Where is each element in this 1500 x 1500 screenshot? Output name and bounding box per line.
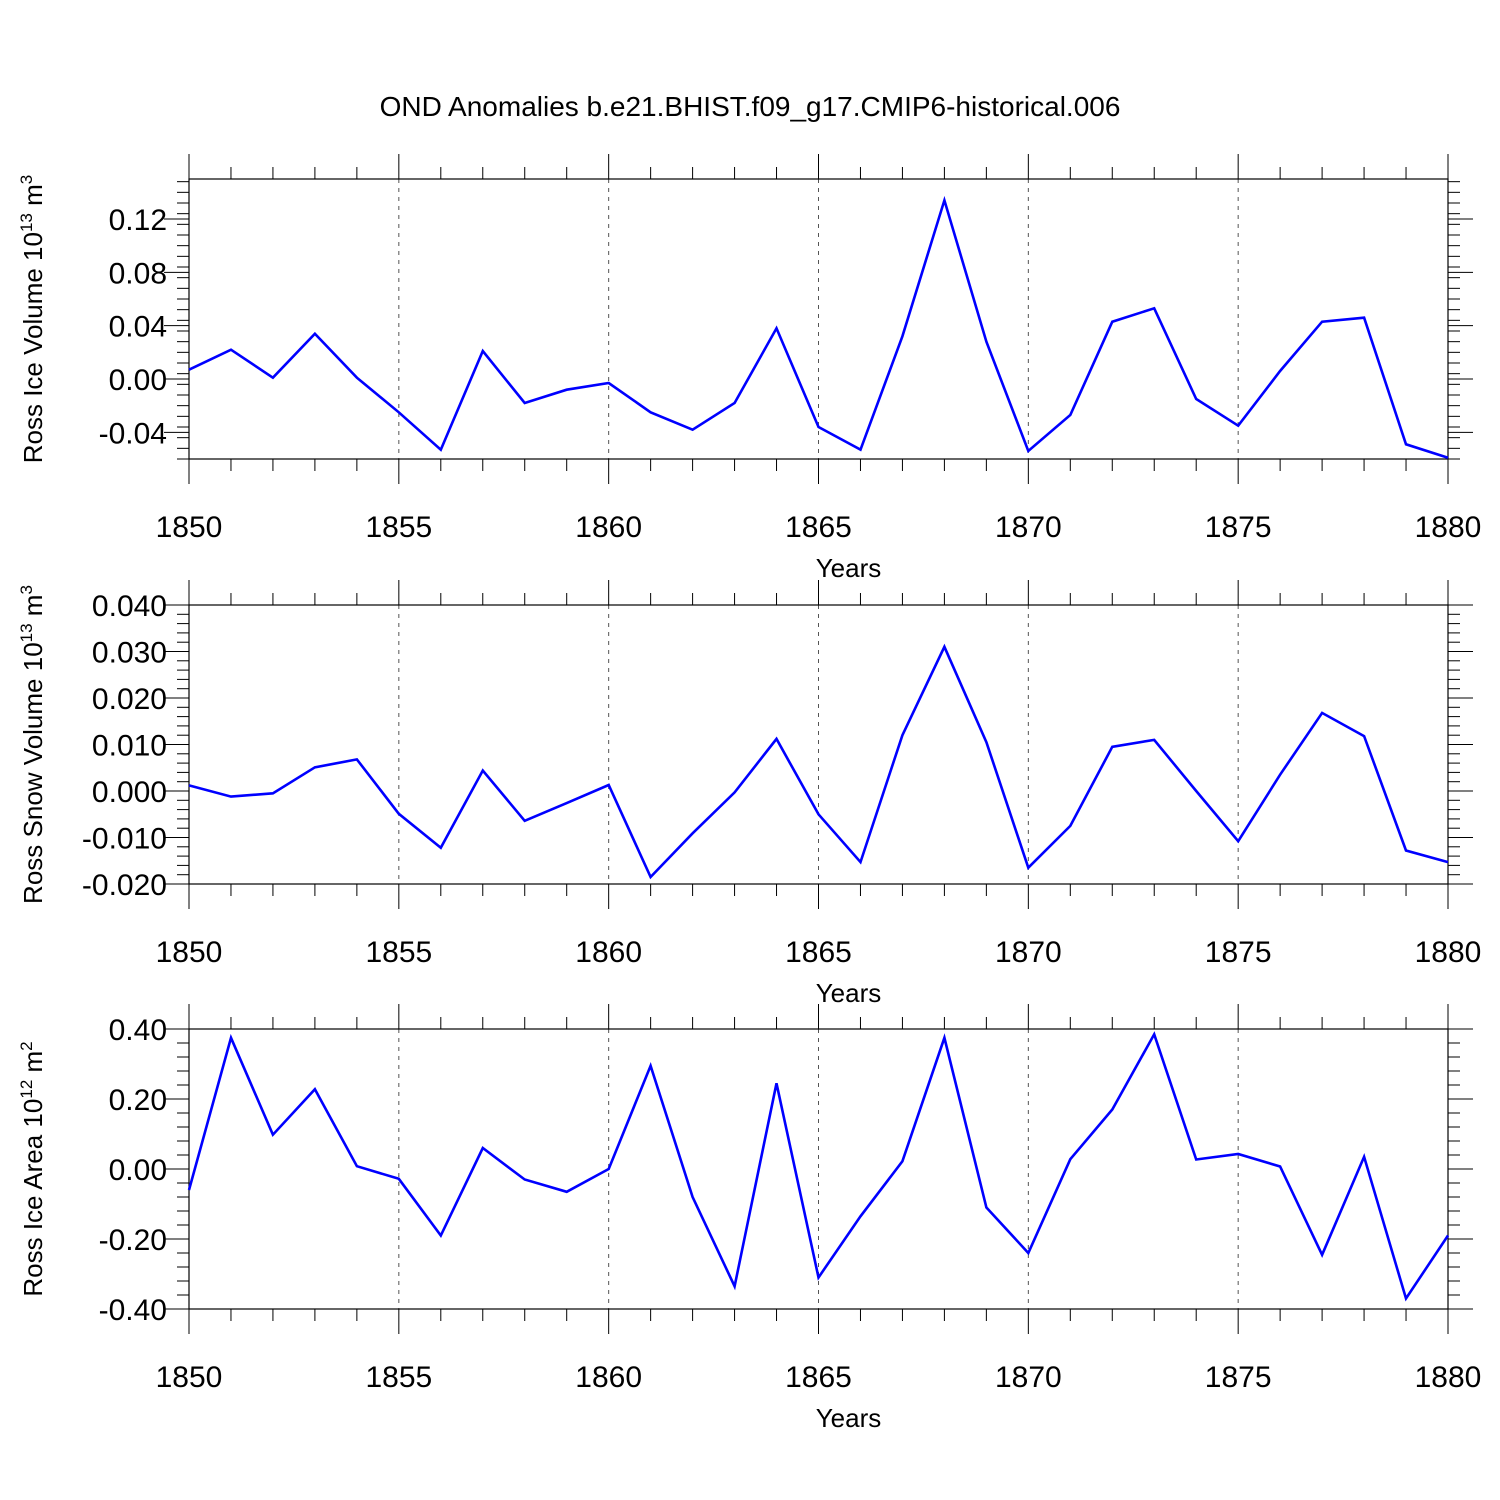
y-tick-label: 0.00 bbox=[109, 364, 167, 397]
x-tick-label: 1870 bbox=[995, 1361, 1062, 1394]
x-tick-label: 1850 bbox=[156, 1361, 223, 1394]
x-tick-label: 1880 bbox=[1415, 511, 1482, 544]
series-line bbox=[188, 195, 1449, 459]
y-tick-label: 0.04 bbox=[109, 311, 167, 344]
y-tick-label: 0.20 bbox=[109, 1084, 167, 1117]
ross-ice-volume-panel: -0.04 0.00 0.04 0.08 0.12 1850 1855 1860 1865 187… bbox=[17, 154, 1481, 583]
y-axis-label: Ross Snow Volume 1013 m3 bbox=[17, 585, 48, 904]
x-tick-label: 1880 bbox=[1415, 936, 1482, 969]
x-axis-label: Years bbox=[816, 1403, 882, 1433]
series-line bbox=[187, 1031, 1450, 1302]
x-tick-label: 1880 bbox=[1415, 1361, 1482, 1394]
chart-title: OND Anomalies b.e21.BHIST.f09_g17.CMIP6-… bbox=[380, 91, 1121, 122]
y-tick-label: -0.020 bbox=[82, 869, 167, 902]
y-tick-label: 0.40 bbox=[109, 1014, 167, 1047]
y-tick-label: -0.010 bbox=[82, 823, 167, 856]
y-tick-label: 0.000 bbox=[92, 776, 167, 809]
y-tick-label: 0.030 bbox=[92, 637, 167, 670]
x-axis-label: Years bbox=[816, 978, 882, 1008]
y-tick-label: 0.12 bbox=[109, 204, 167, 237]
x-tick-label: 1875 bbox=[1205, 1361, 1272, 1394]
x-tick-label: 1860 bbox=[575, 511, 642, 544]
y-tick-label: -0.04 bbox=[99, 417, 167, 450]
x-tick-label: 1870 bbox=[995, 511, 1062, 544]
x-tick-label: 1850 bbox=[156, 936, 223, 969]
y-tick-label: 0.08 bbox=[109, 257, 167, 290]
y-tick-label: 0.00 bbox=[109, 1154, 167, 1187]
y-tick-label: -0.20 bbox=[99, 1224, 167, 1257]
x-tick-label: 1855 bbox=[365, 511, 432, 544]
x-tick-label: 1870 bbox=[995, 936, 1062, 969]
x-tick-label: 1850 bbox=[156, 511, 223, 544]
x-tick-label: 1865 bbox=[785, 1361, 852, 1394]
x-tick-label: 1855 bbox=[365, 1361, 432, 1394]
y-axis-label: Ross Ice Volume 1013 m3 bbox=[17, 175, 48, 464]
y-tick-label: 0.020 bbox=[92, 683, 167, 716]
x-tick-label: 1860 bbox=[575, 936, 642, 969]
series-line bbox=[188, 643, 1449, 880]
x-tick-label: 1855 bbox=[365, 936, 432, 969]
ross-snow-volume-panel: -0.020 -0.010 0.000 0.010 0.020 0.030 0.040 185… bbox=[17, 580, 1481, 1008]
x-tick-label: 1860 bbox=[575, 1361, 642, 1394]
y-tick-label: 0.010 bbox=[92, 730, 167, 763]
y-axis-label: Ross Ice Area 1012 m2 bbox=[17, 1041, 48, 1296]
ross-ice-area-panel: -0.40 -0.20 0.00 0.20 0.40 1850 1855 1860 1865 18… bbox=[17, 1004, 1481, 1433]
y-tick-label: 0.040 bbox=[92, 590, 167, 623]
x-tick-label: 1875 bbox=[1205, 936, 1272, 969]
y-tick-label: -0.40 bbox=[99, 1294, 167, 1327]
x-axis-label: Years bbox=[816, 553, 882, 583]
chart-panels: -0.04 0.00 0.04 0.08 0.12 1850 1855 1860 1865 187… bbox=[17, 154, 1481, 1433]
x-tick-label: 1865 bbox=[785, 936, 852, 969]
x-tick-label: 1865 bbox=[785, 511, 852, 544]
x-tick-label: 1875 bbox=[1205, 511, 1272, 544]
